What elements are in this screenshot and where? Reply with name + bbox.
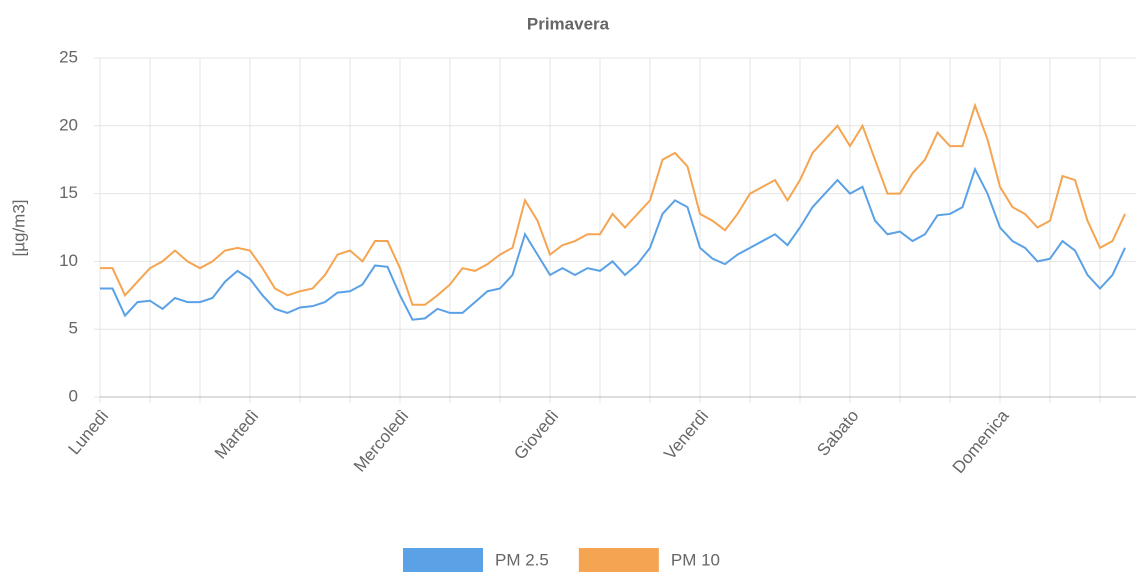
y-tick-label: 25 — [59, 47, 78, 66]
series-line — [100, 102, 1126, 306]
y-axis-label: [µg/m3] — [9, 199, 28, 256]
chart-title: Primavera — [527, 14, 610, 33]
x-tick-label: Domenica — [949, 406, 1013, 477]
y-tick-label: 0 — [69, 386, 78, 405]
series-line — [100, 166, 1126, 321]
y-tick-label: 5 — [69, 319, 78, 338]
legend-label: PM 2.5 — [495, 550, 549, 569]
y-tick-label: 20 — [59, 115, 78, 134]
x-tick-label: Venerdì — [660, 406, 712, 463]
y-tick-label: 10 — [59, 251, 78, 270]
x-tick-label: Sabato — [813, 406, 862, 459]
legend-label: PM 10 — [671, 550, 720, 569]
x-tick-label: Giovedì — [510, 406, 562, 463]
y-tick-label: 15 — [59, 183, 78, 202]
legend-swatch — [578, 548, 659, 572]
x-tick-label: Mercoledì — [350, 406, 413, 475]
legend-swatch — [403, 548, 483, 572]
x-tick-label: Martedì — [211, 406, 263, 462]
x-tick-label: Lunedì — [65, 406, 113, 458]
